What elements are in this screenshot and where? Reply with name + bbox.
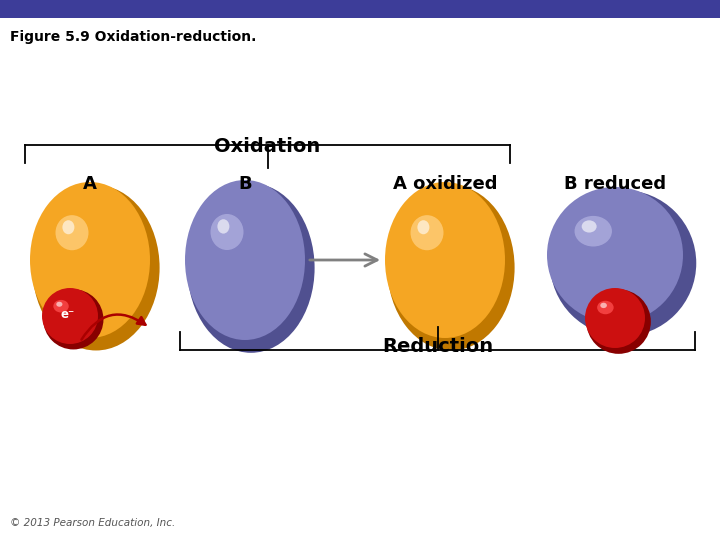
- Ellipse shape: [43, 289, 104, 349]
- Ellipse shape: [187, 183, 315, 353]
- Ellipse shape: [30, 182, 150, 338]
- Ellipse shape: [387, 185, 515, 350]
- Ellipse shape: [575, 216, 612, 246]
- Ellipse shape: [55, 215, 89, 250]
- Text: e⁻: e⁻: [61, 308, 75, 321]
- Ellipse shape: [585, 288, 645, 348]
- Ellipse shape: [385, 182, 505, 338]
- Ellipse shape: [410, 215, 444, 250]
- FancyBboxPatch shape: [0, 0, 720, 18]
- Ellipse shape: [210, 214, 243, 250]
- Text: A: A: [83, 175, 97, 193]
- Text: Reduction: Reduction: [382, 337, 493, 356]
- Text: © 2013 Pearson Education, Inc.: © 2013 Pearson Education, Inc.: [10, 518, 175, 528]
- Ellipse shape: [217, 219, 230, 234]
- Ellipse shape: [56, 302, 63, 307]
- Ellipse shape: [600, 303, 607, 308]
- Ellipse shape: [582, 220, 597, 233]
- Ellipse shape: [42, 288, 98, 344]
- Ellipse shape: [53, 300, 68, 313]
- FancyArrowPatch shape: [81, 314, 145, 340]
- Ellipse shape: [63, 220, 74, 234]
- Ellipse shape: [550, 190, 696, 336]
- Text: B: B: [238, 175, 252, 193]
- Text: A oxidized: A oxidized: [392, 175, 498, 193]
- Ellipse shape: [418, 220, 429, 234]
- Ellipse shape: [547, 187, 683, 323]
- Ellipse shape: [32, 185, 160, 350]
- Text: Figure 5.9 Oxidation-reduction.: Figure 5.9 Oxidation-reduction.: [10, 30, 256, 44]
- Ellipse shape: [597, 301, 613, 314]
- Text: B reduced: B reduced: [564, 175, 666, 193]
- Ellipse shape: [185, 180, 305, 340]
- Ellipse shape: [586, 289, 651, 354]
- Text: Oxidation: Oxidation: [215, 137, 320, 156]
